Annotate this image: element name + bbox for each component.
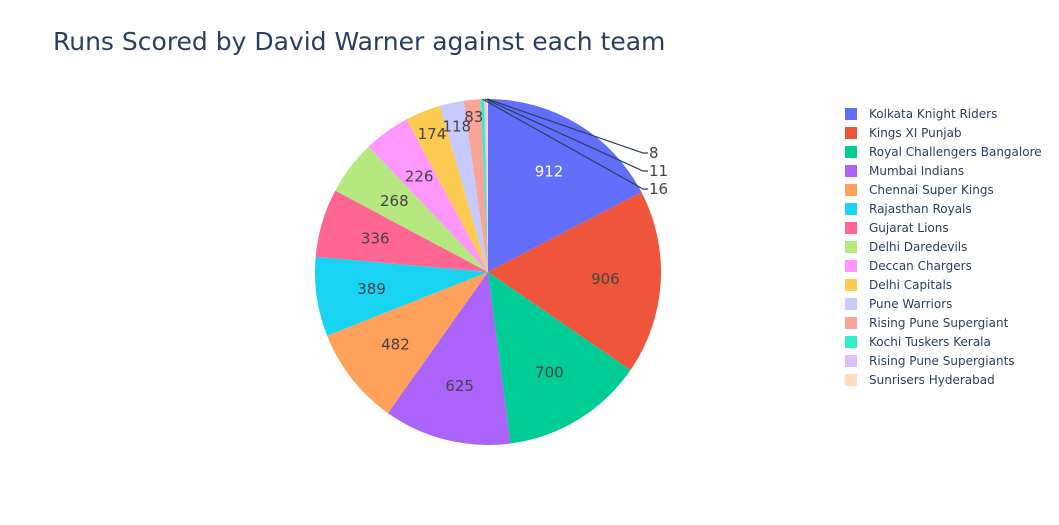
pie-slice-delhi-daredevils[interactable]: [335, 146, 488, 272]
legend-label: Sunrisers Hyderabad: [869, 373, 995, 387]
pie-slice-deccan-chargers[interactable]: [368, 119, 488, 272]
legend-swatch: [845, 317, 857, 329]
slice-leader-line: [484, 98, 648, 172]
legend-item-rising-pune-supergiant[interactable]: Rising Pune Supergiant: [845, 316, 1009, 330]
pie-slice-pune-warriors[interactable]: [439, 100, 488, 273]
legend-label: Delhi Capitals: [869, 278, 952, 292]
slice-value-label: 83: [464, 108, 483, 126]
legend-item-kings-xi-punjab[interactable]: Kings XI Punjab: [845, 126, 962, 140]
pie-slice-kochi-tuskers-kerala[interactable]: [480, 99, 488, 273]
pie-slice-kolkata-knight-riders[interactable]: [488, 99, 642, 272]
legend-swatch: [845, 260, 857, 272]
legend-item-delhi-capitals[interactable]: Delhi Capitals: [845, 278, 952, 292]
legend-swatch: [845, 203, 857, 215]
legend-label: Deccan Chargers: [869, 259, 972, 273]
legend-label: Pune Warriors: [869, 297, 952, 311]
slice-value-label: 8: [649, 144, 659, 162]
pie-slice-chennai-super-kings[interactable]: [327, 272, 488, 414]
pie-slice-royal-challengers-bangalore[interactable]: [488, 272, 631, 444]
slice-value-label: 16: [649, 180, 668, 198]
legend-swatch: [845, 108, 857, 120]
legend-item-pune-warriors[interactable]: Pune Warriors: [845, 297, 952, 311]
legend: Kolkata Knight Riders Kings XI Punjab Roya…: [845, 107, 1042, 387]
legend-label: Rising Pune Supergiants: [869, 354, 1015, 368]
legend-swatch: [845, 374, 857, 386]
legend-label: Mumbai Indians: [869, 164, 964, 178]
slice-value-label: 906: [591, 270, 620, 288]
chart-title: Runs Scored by David Warner against each…: [53, 27, 665, 56]
legend-item-chennai-super-kings[interactable]: Chennai Super Kings: [845, 183, 994, 197]
legend-item-sunrisers-hyderabad[interactable]: Sunrisers Hyderabad: [845, 373, 995, 387]
legend-swatch: [845, 184, 857, 196]
slice-value-label: 700: [535, 363, 564, 381]
slice-value-label: 336: [361, 229, 390, 247]
legend-swatch: [845, 279, 857, 291]
legend-label: Gujarat Lions: [869, 221, 949, 235]
legend-item-rising-pune-supergiants[interactable]: Rising Pune Supergiants: [845, 354, 1015, 368]
slice-leader-line: [486, 98, 648, 154]
pie-slice-kings-xi-punjab[interactable]: [488, 192, 661, 371]
legend-item-rajasthan-royals[interactable]: Rajasthan Royals: [845, 202, 972, 216]
legend-label: Kochi Tuskers Kerala: [869, 335, 991, 349]
legend-swatch: [845, 146, 857, 158]
slice-value-label: 268: [380, 192, 409, 210]
legend-swatch: [845, 336, 857, 348]
legend-label: Chennai Super Kings: [869, 183, 994, 197]
legend-swatch: [845, 165, 857, 177]
slice-value-label: 174: [418, 125, 447, 143]
pie-slices: [315, 99, 661, 445]
pie-slice-rising-pune-supergiants[interactable]: [484, 99, 488, 272]
pie-slice-sunrisers-hyderabad[interactable]: [486, 99, 488, 272]
legend-swatch: [845, 127, 857, 139]
slice-value-label: 389: [357, 280, 386, 298]
slice-value-label: 226: [405, 168, 434, 186]
legend-label: Kolkata Knight Riders: [869, 107, 997, 121]
slice-value-label: 118: [442, 118, 471, 136]
legend-label: Delhi Daredevils: [869, 240, 967, 254]
legend-swatch: [845, 298, 857, 310]
legend-item-kochi-tuskers-kerala[interactable]: Kochi Tuskers Kerala: [845, 335, 991, 349]
slice-value-label: 625: [445, 377, 474, 395]
slice-value-label: 11: [649, 162, 668, 180]
pie-slice-mumbai-indians[interactable]: [387, 272, 511, 445]
pie-slice-rajasthan-royals[interactable]: [315, 256, 488, 336]
legend-label: Rajasthan Royals: [869, 202, 972, 216]
slice-value-label: 482: [381, 336, 410, 354]
legend-label: Kings XI Punjab: [869, 126, 962, 140]
legend-swatch: [845, 222, 857, 234]
legend-item-delhi-daredevils[interactable]: Delhi Daredevils: [845, 240, 967, 254]
legend-item-mumbai-indians[interactable]: Mumbai Indians: [845, 164, 964, 178]
legend-label: Rising Pune Supergiant: [869, 316, 1009, 330]
legend-item-gujarat-lions[interactable]: Gujarat Lions: [845, 221, 949, 235]
slice-leader-line: [482, 98, 648, 190]
legend-swatch: [845, 355, 857, 367]
pie-slice-gujarat-lions[interactable]: [315, 190, 488, 272]
pie-slice-delhi-capitals[interactable]: [406, 105, 488, 273]
pie-slice-rising-pune-supergiant[interactable]: [463, 99, 488, 272]
legend-label: Royal Challengers Bangalore: [869, 145, 1042, 159]
legend-item-deccan-chargers[interactable]: Deccan Chargers: [845, 259, 972, 273]
slice-value-label: 912: [535, 162, 564, 180]
legend-item-kolkata-knight-riders[interactable]: Kolkata Knight Riders: [845, 107, 997, 121]
legend-swatch: [845, 241, 857, 253]
legend-item-royal-challengers-bangalore[interactable]: Royal Challengers Bangalore: [845, 145, 1042, 159]
